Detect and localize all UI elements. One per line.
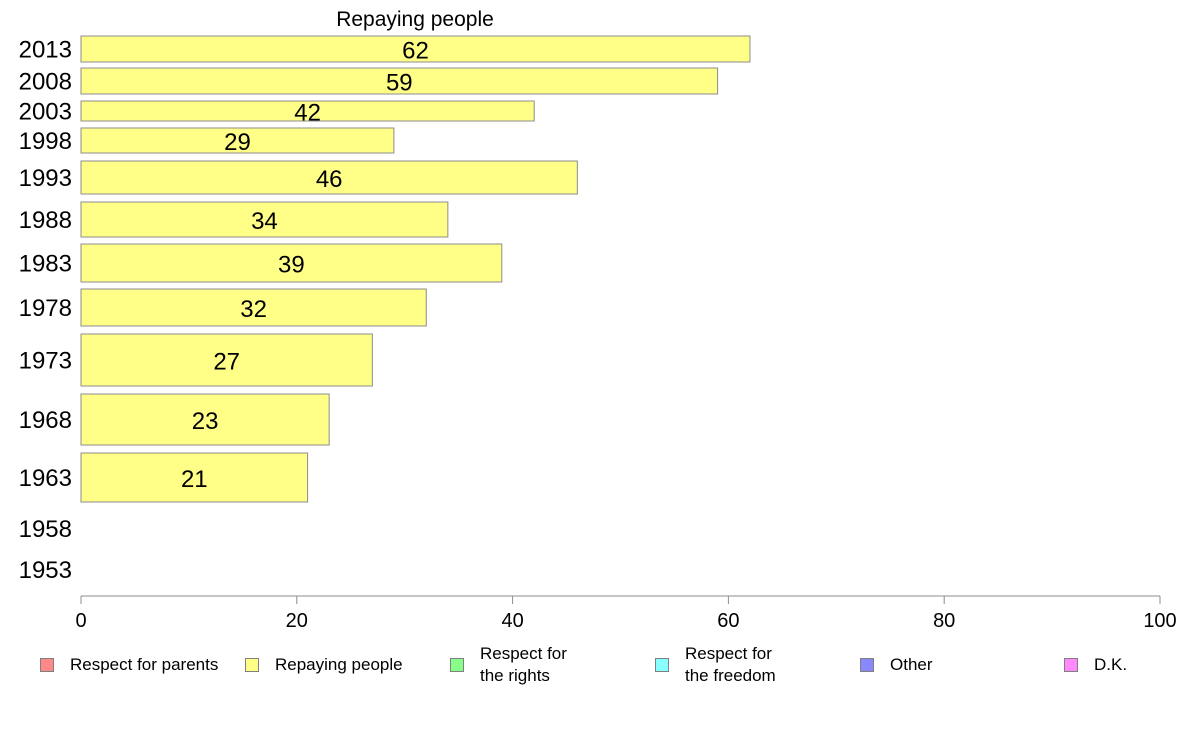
bar-value-label-2013: 62 [402, 38, 429, 65]
bar-1988 [80, 201, 449, 238]
x-axis-ticks: 0 20 40 60 80 100 [75, 596, 1177, 632]
legend-label: Other [890, 655, 933, 674]
legend-label: Respect for the freedom [685, 644, 776, 685]
y-label-1968: 1968 [19, 407, 72, 434]
y-label-1953: 1953 [19, 557, 72, 584]
y-label-1983: 1983 [19, 251, 72, 278]
legend-swatch [450, 658, 464, 672]
bar-value-label-1983: 39 [278, 252, 305, 279]
legend-swatch [655, 658, 669, 672]
bar-1978 [80, 288, 427, 327]
bar-value-label-1988: 34 [251, 208, 278, 235]
y-label-2003: 2003 [19, 99, 72, 126]
legend-item-1: Respect for parents [40, 640, 218, 690]
bar-value-label-1963: 21 [181, 466, 208, 493]
legend-swatch [40, 658, 54, 672]
legend-swatch [860, 658, 874, 672]
y-label-1993: 1993 [19, 165, 72, 192]
bar-1983 [80, 243, 503, 283]
legend-label: Repaying people [275, 655, 403, 674]
y-label-1973: 1973 [19, 348, 72, 375]
y-label-2013: 2013 [19, 37, 72, 64]
legend-label: Respect for the rights [480, 644, 567, 685]
x-tick-label-80: 80 [933, 610, 955, 632]
bar-2008 [80, 67, 719, 95]
legend-swatch [245, 658, 259, 672]
legend-item-5: Other [860, 640, 933, 690]
x-tick-label-100: 100 [1143, 610, 1176, 632]
bar-2003 [80, 100, 535, 122]
bar-value-label-1968: 23 [192, 408, 219, 435]
bar-value-label-1973: 27 [213, 349, 240, 376]
bar-1973 [80, 333, 373, 387]
bar-1963 [80, 452, 309, 503]
x-tick-label-40: 40 [501, 610, 523, 632]
bar-value-label-2003: 42 [294, 100, 321, 127]
legend-item-6: D.K. [1064, 640, 1127, 690]
bar-value-label-1993: 46 [316, 166, 343, 193]
legend-item-2: Repaying people [245, 640, 403, 690]
bar-value-label-1998: 29 [224, 129, 251, 156]
bar-value-label-2008: 59 [386, 70, 413, 97]
legend-item-4: Respect for the freedom [655, 640, 776, 690]
chart-title: Repaying people [336, 8, 494, 31]
bar-value-label-1978: 32 [240, 296, 267, 323]
y-label-1978: 1978 [19, 295, 72, 322]
bar-2013 [80, 35, 751, 63]
legend-item-3: Respect for the rights [450, 640, 567, 690]
bar-1968 [80, 393, 330, 446]
y-label-1998: 1998 [19, 128, 72, 155]
y-label-1958: 1958 [19, 516, 72, 543]
x-tick-label-60: 60 [717, 610, 739, 632]
y-label-1988: 1988 [19, 207, 72, 234]
legend: Respect for parents Repaying people Respec… [0, 640, 1188, 700]
x-tick-label-0: 0 [75, 610, 86, 632]
legend-swatch [1064, 658, 1078, 672]
legend-label: D.K. [1094, 655, 1128, 674]
y-label-2008: 2008 [19, 69, 72, 96]
bar-1998 [80, 127, 395, 154]
legend-label: Respect for parents [70, 655, 219, 674]
x-tick-label-20: 20 [286, 610, 308, 632]
y-label-1963: 1963 [19, 465, 72, 492]
bar-1993 [80, 160, 578, 195]
